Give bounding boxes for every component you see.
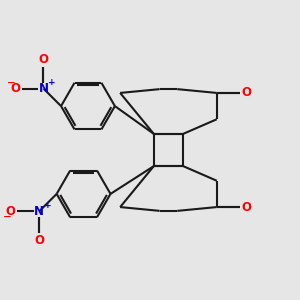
- Text: N: N: [38, 82, 49, 95]
- Text: O: O: [10, 82, 20, 95]
- Text: O: O: [38, 53, 49, 66]
- Text: −: −: [2, 212, 11, 222]
- Text: +: +: [44, 200, 52, 209]
- Text: O: O: [6, 205, 16, 218]
- Text: O: O: [242, 86, 252, 99]
- Text: O: O: [34, 234, 44, 247]
- Text: +: +: [48, 78, 56, 87]
- Text: −: −: [7, 78, 16, 88]
- Text: O: O: [242, 201, 252, 214]
- Text: N: N: [34, 205, 44, 218]
